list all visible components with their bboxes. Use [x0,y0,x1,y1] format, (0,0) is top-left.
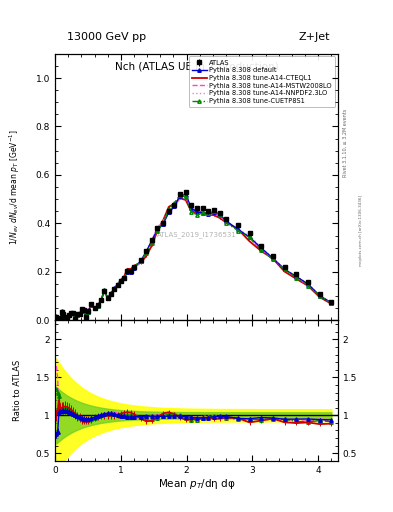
Pythia 8.308 tune-A14-NNPDF2.3LO [189,206,194,212]
Pythia 8.308 tune-CUETP8S1 [58,316,62,322]
Text: ATLAS_2019_I1736531: ATLAS_2019_I1736531 [156,232,237,239]
Pythia 8.308 tune-A14-CTEQL1 [189,208,194,215]
Y-axis label: $1/N_{ev}$ $dN_{ev}$/d mean $p_T$ [GeV$^{-1}$]: $1/N_{ev}$ $dN_{ev}$/d mean $p_T$ [GeV$^… [8,130,22,245]
Pythia 8.308 tune-A14-NNPDF2.3LO [83,314,88,321]
Pythia 8.308 tune-A14-CTEQL1 [329,301,334,307]
Pythia 8.308 tune-CUETP8S1 [83,314,88,321]
Pythia 8.308 tune-A14-CTEQL1 [58,316,62,322]
Pythia 8.308 tune-CUETP8S1 [329,300,334,306]
Line: Pythia 8.308 tune-A14-CTEQL1: Pythia 8.308 tune-A14-CTEQL1 [56,198,331,319]
Pythia 8.308 tune-A14-CTEQL1 [54,314,59,320]
Pythia 8.308 tune-A14-CTEQL1 [183,197,188,203]
Pythia 8.308 tune-A14-MSTW2008LO [73,316,78,322]
Pythia 8.308 tune-A14-MSTW2008LO [58,316,62,322]
Line: Pythia 8.308 default: Pythia 8.308 default [55,193,333,321]
Pythia 8.308 tune-A14-CTEQL1 [83,314,88,321]
Pythia 8.308 tune-A14-CTEQL1 [73,316,78,322]
X-axis label: Mean $p_T$/dη dφ: Mean $p_T$/dη dφ [158,477,235,492]
Pythia 8.308 tune-CUETP8S1 [183,194,188,200]
Pythia 8.308 tune-A14-NNPDF2.3LO [57,316,61,322]
Line: Pythia 8.308 tune-A14-MSTW2008LO: Pythia 8.308 tune-A14-MSTW2008LO [56,196,331,319]
Line: Pythia 8.308 tune-CUETP8S1: Pythia 8.308 tune-CUETP8S1 [55,193,333,321]
Legend: ATLAS, Pythia 8.308 default, Pythia 8.308 tune-A14-CTEQL1, Pythia 8.308 tune-A14: ATLAS, Pythia 8.308 default, Pythia 8.30… [189,56,335,108]
Pythia 8.308 tune-A14-MSTW2008LO [183,193,188,199]
Pythia 8.308 tune-A14-MSTW2008LO [57,316,61,322]
Text: Z+Jet: Z+Jet [299,32,330,42]
Pythia 8.308 tune-CUETP8S1 [57,316,61,322]
Pythia 8.308 tune-A14-MSTW2008LO [329,300,334,306]
Pythia 8.308 default [58,316,62,322]
Pythia 8.308 tune-A14-MSTW2008LO [178,195,182,201]
Pythia 8.308 default [83,314,88,321]
Pythia 8.308 default [189,205,194,211]
Pythia 8.308 tune-A14-NNPDF2.3LO [178,195,182,201]
Pythia 8.308 default [73,316,78,322]
Pythia 8.308 tune-A14-NNPDF2.3LO [73,316,78,322]
Pythia 8.308 tune-A14-NNPDF2.3LO [58,316,62,322]
Pythia 8.308 default [57,316,61,322]
Pythia 8.308 tune-CUETP8S1 [189,208,194,215]
Pythia 8.308 default [183,191,188,198]
Y-axis label: Ratio to ATLAS: Ratio to ATLAS [13,360,22,421]
Pythia 8.308 tune-A14-NNPDF2.3LO [329,300,334,306]
Pythia 8.308 tune-A14-CTEQL1 [178,195,182,201]
Line: Pythia 8.308 tune-A14-NNPDF2.3LO: Pythia 8.308 tune-A14-NNPDF2.3LO [56,197,331,319]
Pythia 8.308 tune-A14-MSTW2008LO [189,205,194,211]
Pythia 8.308 tune-A14-NNPDF2.3LO [54,312,59,318]
Pythia 8.308 tune-A14-MSTW2008LO [54,312,59,318]
Pythia 8.308 tune-A14-NNPDF2.3LO [112,285,117,291]
Pythia 8.308 default [329,300,334,306]
Pythia 8.308 tune-A14-CTEQL1 [57,316,61,322]
Pythia 8.308 tune-A14-MSTW2008LO [83,314,88,321]
Pythia 8.308 tune-CUETP8S1 [54,313,59,319]
Text: 13000 GeV pp: 13000 GeV pp [67,32,146,42]
Pythia 8.308 tune-CUETP8S1 [112,286,117,292]
Text: Nch (ATLAS UE in Z production): Nch (ATLAS UE in Z production) [115,62,278,72]
Pythia 8.308 default [54,315,59,321]
Text: Rivet 3.1.10, ≥ 3.2M events: Rivet 3.1.10, ≥ 3.2M events [343,109,347,178]
Pythia 8.308 default [112,285,117,291]
Pythia 8.308 tune-CUETP8S1 [178,191,182,198]
Pythia 8.308 tune-A14-CTEQL1 [112,286,117,292]
Pythia 8.308 tune-CUETP8S1 [73,316,78,322]
Pythia 8.308 tune-A14-NNPDF2.3LO [183,194,188,200]
Pythia 8.308 default [178,193,182,199]
Pythia 8.308 tune-A14-MSTW2008LO [112,285,117,291]
Text: mcplots.cern.ch [arXiv:1306.3436]: mcplots.cern.ch [arXiv:1306.3436] [359,195,363,266]
